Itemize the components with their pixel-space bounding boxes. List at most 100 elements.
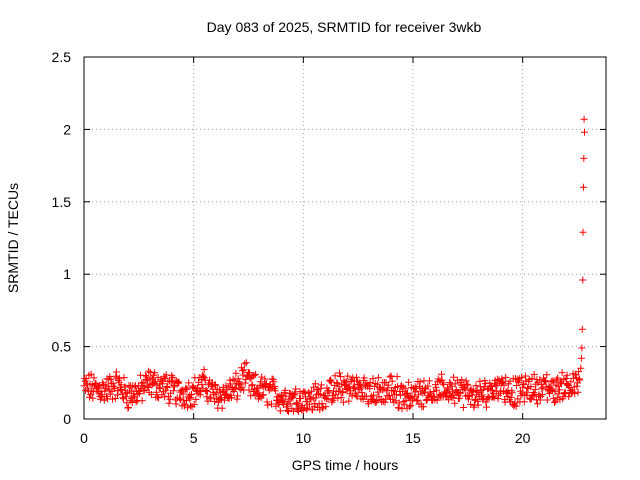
data-point	[339, 389, 347, 397]
data-point	[581, 128, 588, 136]
data-point	[551, 399, 558, 406]
data-point	[416, 378, 424, 386]
x-tick-label: 5	[190, 430, 198, 446]
data-point	[100, 396, 108, 404]
data-point	[374, 374, 382, 382]
x-axis-label: GPS time / hours	[292, 457, 399, 473]
data-point	[225, 383, 233, 391]
data-point	[89, 394, 97, 402]
data-point	[577, 354, 585, 362]
data-point	[543, 371, 551, 379]
data-point	[234, 392, 241, 400]
data-point	[419, 389, 427, 397]
data-point	[198, 381, 206, 389]
data-point	[385, 392, 393, 400]
data-point	[186, 402, 194, 410]
data-point	[319, 404, 326, 412]
data-point	[450, 373, 458, 381]
data-point	[386, 373, 394, 381]
x-tick-label: 15	[405, 430, 421, 446]
data-point	[282, 392, 290, 400]
data-point	[174, 379, 182, 387]
data-point	[425, 377, 433, 385]
data-point	[203, 388, 211, 396]
data-point	[145, 367, 153, 375]
data-point	[165, 399, 173, 407]
data-point	[116, 374, 124, 382]
data-point	[144, 384, 152, 391]
data-point	[519, 381, 527, 389]
data-point	[515, 378, 523, 386]
data-point	[354, 377, 362, 385]
data-point	[119, 394, 127, 402]
data-point	[257, 378, 265, 386]
data-point	[172, 400, 180, 408]
y-tick-label: 1	[63, 266, 71, 282]
data-point	[530, 389, 538, 396]
data-point	[554, 374, 562, 382]
data-point	[446, 379, 454, 386]
data-point	[579, 276, 587, 284]
data-point	[156, 384, 164, 392]
data-point	[534, 379, 542, 387]
data-point	[192, 395, 200, 403]
data-point	[263, 380, 271, 388]
data-point	[282, 403, 290, 411]
data-point	[464, 381, 472, 389]
data-point	[294, 400, 302, 407]
data-point	[552, 397, 560, 405]
data-point	[228, 394, 235, 402]
data-point	[183, 385, 191, 393]
data-point	[507, 393, 515, 401]
data-point	[520, 398, 528, 406]
data-point	[241, 360, 249, 368]
data-point	[246, 369, 254, 377]
data-point	[113, 391, 121, 399]
data-point	[121, 383, 129, 391]
data-point	[577, 364, 585, 372]
data-point	[490, 394, 498, 402]
data-point	[489, 393, 497, 401]
data-point	[578, 325, 586, 333]
data-point	[395, 399, 403, 407]
data-point	[291, 389, 299, 397]
data-point	[286, 400, 294, 408]
data-point	[261, 375, 269, 383]
data-point	[555, 390, 563, 398]
data-point	[401, 385, 409, 393]
y-tick-label: 0.5	[52, 339, 72, 355]
grid	[84, 57, 606, 419]
data-point	[270, 378, 278, 386]
data-point	[472, 382, 480, 390]
data-point	[344, 372, 352, 380]
data-point	[120, 374, 128, 382]
data-point	[331, 372, 339, 380]
data-point	[177, 395, 184, 403]
data-point	[112, 368, 120, 376]
data-point	[118, 387, 126, 395]
data-point	[95, 382, 103, 390]
data-point	[168, 372, 176, 380]
data-point	[336, 369, 343, 377]
data-point	[252, 370, 260, 378]
data-point	[537, 392, 545, 400]
data-point	[404, 389, 411, 397]
data-point	[357, 384, 365, 392]
data-point	[242, 375, 250, 383]
data-point	[87, 370, 95, 378]
data-point	[140, 386, 148, 394]
data-point	[459, 404, 467, 411]
data-point	[138, 397, 146, 405]
data-point	[281, 386, 289, 394]
data-point	[162, 371, 170, 379]
data-point	[578, 344, 586, 352]
data-point	[547, 386, 555, 394]
data-point	[245, 386, 253, 394]
data-point	[317, 381, 325, 389]
data-point	[337, 394, 345, 402]
x-tick-label: 20	[515, 430, 531, 446]
data-point	[212, 390, 220, 398]
data-point	[154, 393, 161, 401]
y-tick-label: 2.5	[52, 49, 72, 65]
data-point	[474, 401, 482, 409]
